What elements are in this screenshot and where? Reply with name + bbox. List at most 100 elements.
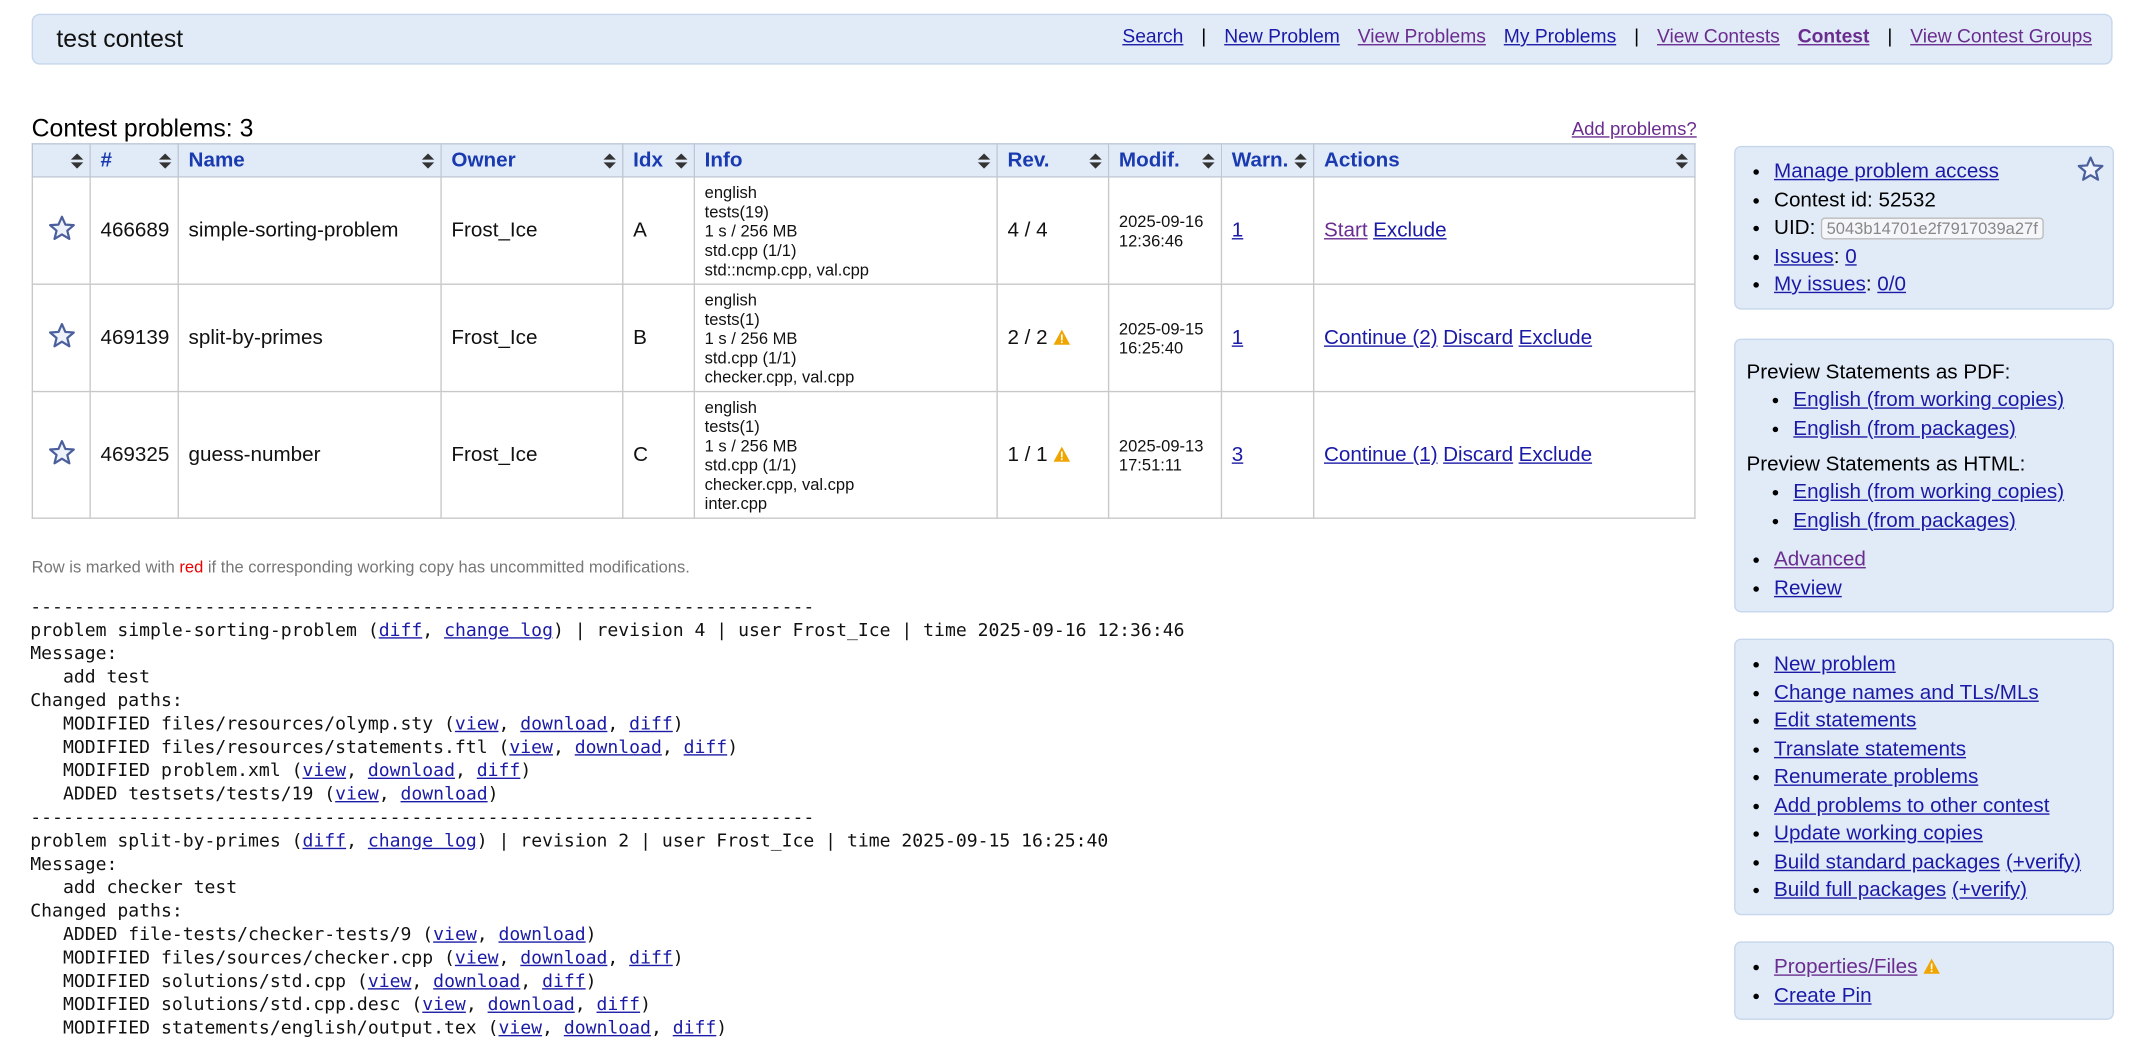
- link[interactable]: download: [520, 948, 608, 969]
- nav-link[interactable]: Search: [1122, 24, 1184, 47]
- link[interactable]: Build standard packages: [1774, 849, 2001, 874]
- link[interactable]: download: [487, 995, 575, 1016]
- action-link[interactable]: Discard: [1443, 443, 1514, 467]
- rev-cell: 1 / 1: [996, 390, 1110, 519]
- link[interactable]: view: [367, 971, 412, 993]
- link[interactable]: Update working copies: [1774, 821, 1983, 846]
- link[interactable]: Change names and TLs/MLs: [1774, 680, 2039, 704]
- link[interactable]: diff: [629, 948, 673, 969]
- link[interactable]: download: [498, 924, 586, 946]
- text: Changed paths:: [30, 690, 183, 712]
- link[interactable]: English (from packages): [1793, 416, 2016, 440]
- nav-link[interactable]: My Problems: [1503, 24, 1617, 47]
- name-cell: split-by-primes: [177, 283, 442, 393]
- link[interactable]: diff: [302, 831, 347, 852]
- link[interactable]: diff: [378, 620, 423, 642]
- sort-icon: [1089, 153, 1102, 169]
- link[interactable]: view: [302, 761, 347, 782]
- link[interactable]: view: [422, 995, 466, 1016]
- nav-link[interactable]: Contest: [1797, 24, 1870, 47]
- action-link[interactable]: Continue (1): [1323, 443, 1438, 467]
- idx-cell: B: [622, 283, 696, 393]
- text: ): [585, 971, 597, 993]
- link[interactable]: download: [433, 971, 521, 993]
- warn-link[interactable]: 1: [1231, 218, 1244, 243]
- link[interactable]: download: [367, 761, 455, 782]
- star-icon[interactable]: [2077, 156, 2105, 184]
- link[interactable]: view: [454, 714, 499, 735]
- link[interactable]: change log: [367, 831, 477, 852]
- action-link[interactable]: Start: [1323, 218, 1368, 243]
- link[interactable]: Manage problem access: [1774, 159, 1999, 184]
- link[interactable]: view: [433, 924, 477, 946]
- link[interactable]: diff: [596, 995, 641, 1016]
- text: ,: [411, 971, 434, 993]
- action-link[interactable]: Exclude: [1373, 218, 1447, 243]
- link[interactable]: Advanced: [1774, 547, 1866, 572]
- modif-line: 2025-09-16: [1118, 211, 1204, 231]
- link[interactable]: view: [454, 948, 499, 969]
- list-item: English (from working copies): [1793, 479, 2112, 507]
- link[interactable]: diff: [683, 737, 728, 759]
- link[interactable]: diff: [672, 1018, 717, 1040]
- link[interactable]: (+verify): [2005, 849, 2082, 874]
- text: ,: [607, 714, 630, 735]
- text: ,: [552, 737, 575, 759]
- star-icon[interactable]: [47, 438, 75, 466]
- action-link[interactable]: Exclude: [1518, 326, 1593, 350]
- link[interactable]: download: [400, 784, 488, 806]
- add-problems-link[interactable]: Add problems?: [1571, 118, 1697, 140]
- link[interactable]: diff: [629, 714, 673, 735]
- link[interactable]: Translate statements: [1774, 737, 1967, 761]
- link[interactable]: Add problems to other contest: [1774, 793, 2050, 817]
- nav-link[interactable]: View Contest Groups: [1910, 24, 2092, 47]
- link[interactable]: Edit statements: [1774, 708, 1917, 733]
- link[interactable]: diff: [476, 761, 521, 782]
- link[interactable]: Properties/Files: [1774, 955, 1918, 979]
- link[interactable]: English (from working copies): [1793, 480, 2065, 504]
- link[interactable]: view: [509, 737, 553, 759]
- nav-link[interactable]: New Problem: [1224, 24, 1340, 47]
- link[interactable]: English (from working copies): [1793, 388, 2065, 412]
- link[interactable]: English (from packages): [1793, 508, 2016, 532]
- warn-link[interactable]: 3: [1231, 443, 1244, 467]
- link[interactable]: change log: [444, 620, 553, 642]
- nav-link[interactable]: View Problems: [1357, 24, 1486, 47]
- link[interactable]: (+verify): [1951, 878, 2028, 902]
- sort-up: [1294, 153, 1307, 160]
- link[interactable]: Issues: [1774, 244, 1834, 268]
- link[interactable]: download: [563, 1018, 651, 1040]
- star-shape: [2077, 156, 2104, 181]
- info-line: inter.cpp: [704, 493, 768, 513]
- link[interactable]: Create Pin: [1774, 983, 1872, 1007]
- link[interactable]: Renumerate problems: [1774, 765, 1979, 789]
- link[interactable]: Review: [1774, 575, 1842, 600]
- action-link[interactable]: Discard: [1443, 326, 1514, 350]
- action-link[interactable]: Continue (2): [1323, 326, 1438, 350]
- link[interactable]: 0: [1845, 244, 1857, 268]
- link[interactable]: view: [498, 1018, 543, 1040]
- link[interactable]: Build full packages: [1774, 878, 1947, 902]
- link-list: Properties/Files Create Pin: [1736, 954, 2113, 1010]
- link[interactable]: download: [574, 737, 662, 759]
- link[interactable]: view: [335, 784, 379, 806]
- sort-icon: [70, 153, 84, 169]
- info-line: 1 s / 256 MB: [704, 220, 798, 241]
- action-link[interactable]: Exclude: [1518, 443, 1593, 467]
- star-icon[interactable]: [47, 214, 75, 242]
- sort-icon: [675, 153, 688, 169]
- modif-line: 2025-09-13: [1118, 435, 1204, 455]
- link[interactable]: My issues: [1774, 272, 1866, 296]
- nav-link[interactable]: View Contests: [1657, 24, 1780, 47]
- warn-cell: 1: [1220, 283, 1315, 393]
- link[interactable]: New problem: [1774, 652, 1896, 676]
- link[interactable]: diff: [542, 971, 586, 993]
- idx: C: [633, 443, 649, 467]
- star-icon[interactable]: [47, 321, 75, 349]
- link[interactable]: download: [520, 714, 608, 735]
- rev-cell: 4 / 4: [996, 176, 1110, 285]
- warn-link[interactable]: 1: [1231, 326, 1244, 350]
- uid-field: 5043b14701e2f7917039a27f: [1821, 217, 2044, 240]
- link[interactable]: 0/0: [1877, 272, 1907, 296]
